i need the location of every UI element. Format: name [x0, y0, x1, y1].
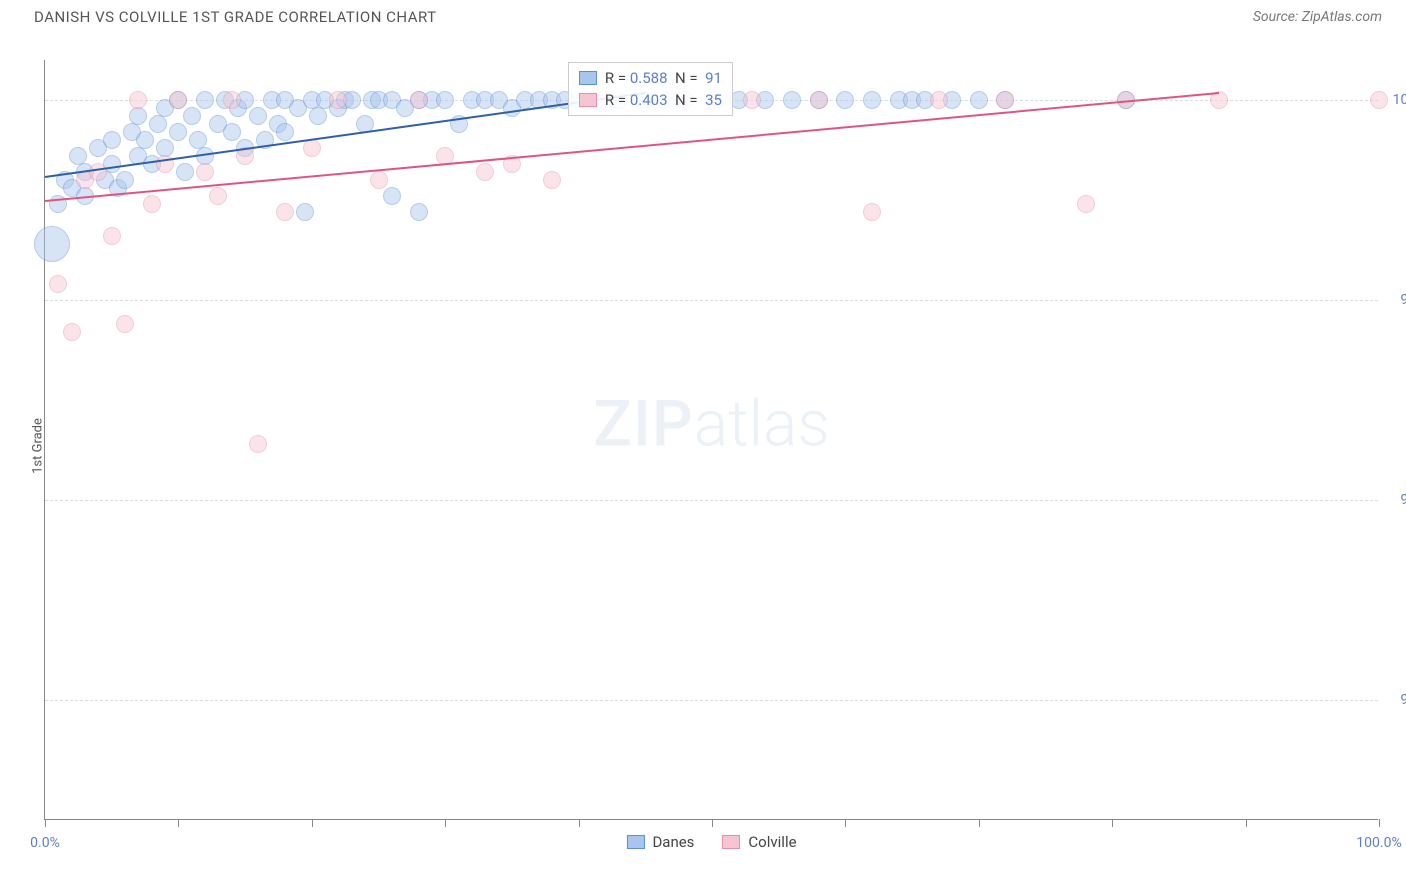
- legend-item[interactable]: Colville: [722, 833, 796, 851]
- data-point[interactable]: [276, 203, 294, 221]
- x-tick-label: 0.0%: [30, 835, 60, 851]
- data-point[interactable]: [370, 171, 388, 189]
- data-point[interactable]: [783, 91, 801, 109]
- data-point[interactable]: [116, 315, 134, 333]
- data-point[interactable]: [63, 323, 81, 341]
- series-legend: Danes Colville: [626, 833, 796, 851]
- data-point[interactable]: [223, 91, 241, 109]
- x-tick: [712, 819, 713, 827]
- data-point[interactable]: [436, 91, 454, 109]
- x-tick-label: 100.0%: [1356, 835, 1401, 851]
- data-point[interactable]: [383, 187, 401, 205]
- legend-item[interactable]: Danes: [626, 833, 694, 851]
- data-point[interactable]: [196, 91, 214, 109]
- data-point[interactable]: [329, 91, 347, 109]
- legend-text: R = 0.403 N = 35: [605, 91, 722, 109]
- chart-title: DANISH VS COLVILLE 1ST GRADE CORRELATION…: [34, 8, 437, 26]
- data-point[interactable]: [543, 171, 561, 189]
- data-point[interactable]: [129, 91, 147, 109]
- y-tick-label: 100.0%: [1393, 92, 1406, 108]
- gridline: [45, 700, 1378, 701]
- data-point[interactable]: [169, 91, 187, 109]
- y-tick-label: 92.5%: [1400, 692, 1406, 708]
- data-point[interactable]: [249, 107, 267, 125]
- legend-swatch: [579, 71, 597, 85]
- x-tick: [45, 819, 46, 827]
- data-point[interactable]: [970, 91, 988, 109]
- legend-swatch: [626, 835, 644, 849]
- data-point[interactable]: [303, 139, 321, 157]
- data-point[interactable]: [89, 163, 107, 181]
- data-point[interactable]: [49, 275, 67, 293]
- data-point[interactable]: [196, 163, 214, 181]
- data-point[interactable]: [309, 107, 327, 125]
- data-point[interactable]: [209, 187, 227, 205]
- data-point[interactable]: [1077, 195, 1095, 213]
- data-point[interactable]: [996, 91, 1014, 109]
- legend-label: Danes: [652, 833, 694, 851]
- x-tick: [1112, 819, 1113, 827]
- y-tick-label: 95.0%: [1400, 492, 1406, 508]
- data-point[interactable]: [410, 91, 428, 109]
- data-point[interactable]: [136, 131, 154, 149]
- x-tick: [579, 819, 580, 827]
- legend-row: R = 0.588 N = 91: [579, 67, 722, 89]
- data-point[interactable]: [169, 123, 187, 141]
- scatter-chart: ZIPatlas 92.5%95.0%97.5%100.0%0.0%100.0%…: [44, 60, 1378, 820]
- data-point[interactable]: [810, 91, 828, 109]
- legend-row: R = 0.403 N = 35: [579, 89, 722, 111]
- data-point[interactable]: [34, 226, 70, 262]
- data-point[interactable]: [836, 91, 854, 109]
- data-point[interactable]: [410, 203, 428, 221]
- data-point[interactable]: [743, 91, 761, 109]
- chart-header: DANISH VS COLVILLE 1ST GRADE CORRELATION…: [0, 0, 1406, 34]
- data-point[interactable]: [249, 435, 267, 453]
- x-tick: [1246, 819, 1247, 827]
- data-point[interactable]: [930, 91, 948, 109]
- data-point[interactable]: [129, 107, 147, 125]
- chart-source: Source: ZipAtlas.com: [1253, 9, 1382, 25]
- data-point[interactable]: [103, 227, 121, 245]
- data-point[interactable]: [296, 203, 314, 221]
- data-point[interactable]: [863, 203, 881, 221]
- x-tick: [178, 819, 179, 827]
- correlation-legend: R = 0.588 N = 91 R = 0.403 N = 35: [568, 62, 733, 116]
- data-point[interactable]: [183, 107, 201, 125]
- data-point[interactable]: [476, 163, 494, 181]
- data-point[interactable]: [1370, 91, 1388, 109]
- data-point[interactable]: [143, 195, 161, 213]
- data-point[interactable]: [103, 131, 121, 149]
- data-point[interactable]: [149, 115, 167, 133]
- data-point[interactable]: [863, 91, 881, 109]
- legend-label: Colville: [748, 833, 796, 851]
- data-point[interactable]: [276, 123, 294, 141]
- legend-text: R = 0.588 N = 91: [605, 69, 722, 87]
- x-tick: [845, 819, 846, 827]
- data-point[interactable]: [116, 171, 134, 189]
- data-point[interactable]: [176, 163, 194, 181]
- gridline: [45, 500, 1378, 501]
- x-tick: [312, 819, 313, 827]
- y-tick-label: 97.5%: [1400, 292, 1406, 308]
- gridline: [45, 300, 1378, 301]
- legend-swatch: [722, 835, 740, 849]
- x-tick: [1379, 819, 1380, 827]
- x-tick: [445, 819, 446, 827]
- data-point[interactable]: [223, 123, 241, 141]
- x-tick: [979, 819, 980, 827]
- watermark: ZIPatlas: [593, 387, 830, 462]
- legend-swatch: [579, 93, 597, 107]
